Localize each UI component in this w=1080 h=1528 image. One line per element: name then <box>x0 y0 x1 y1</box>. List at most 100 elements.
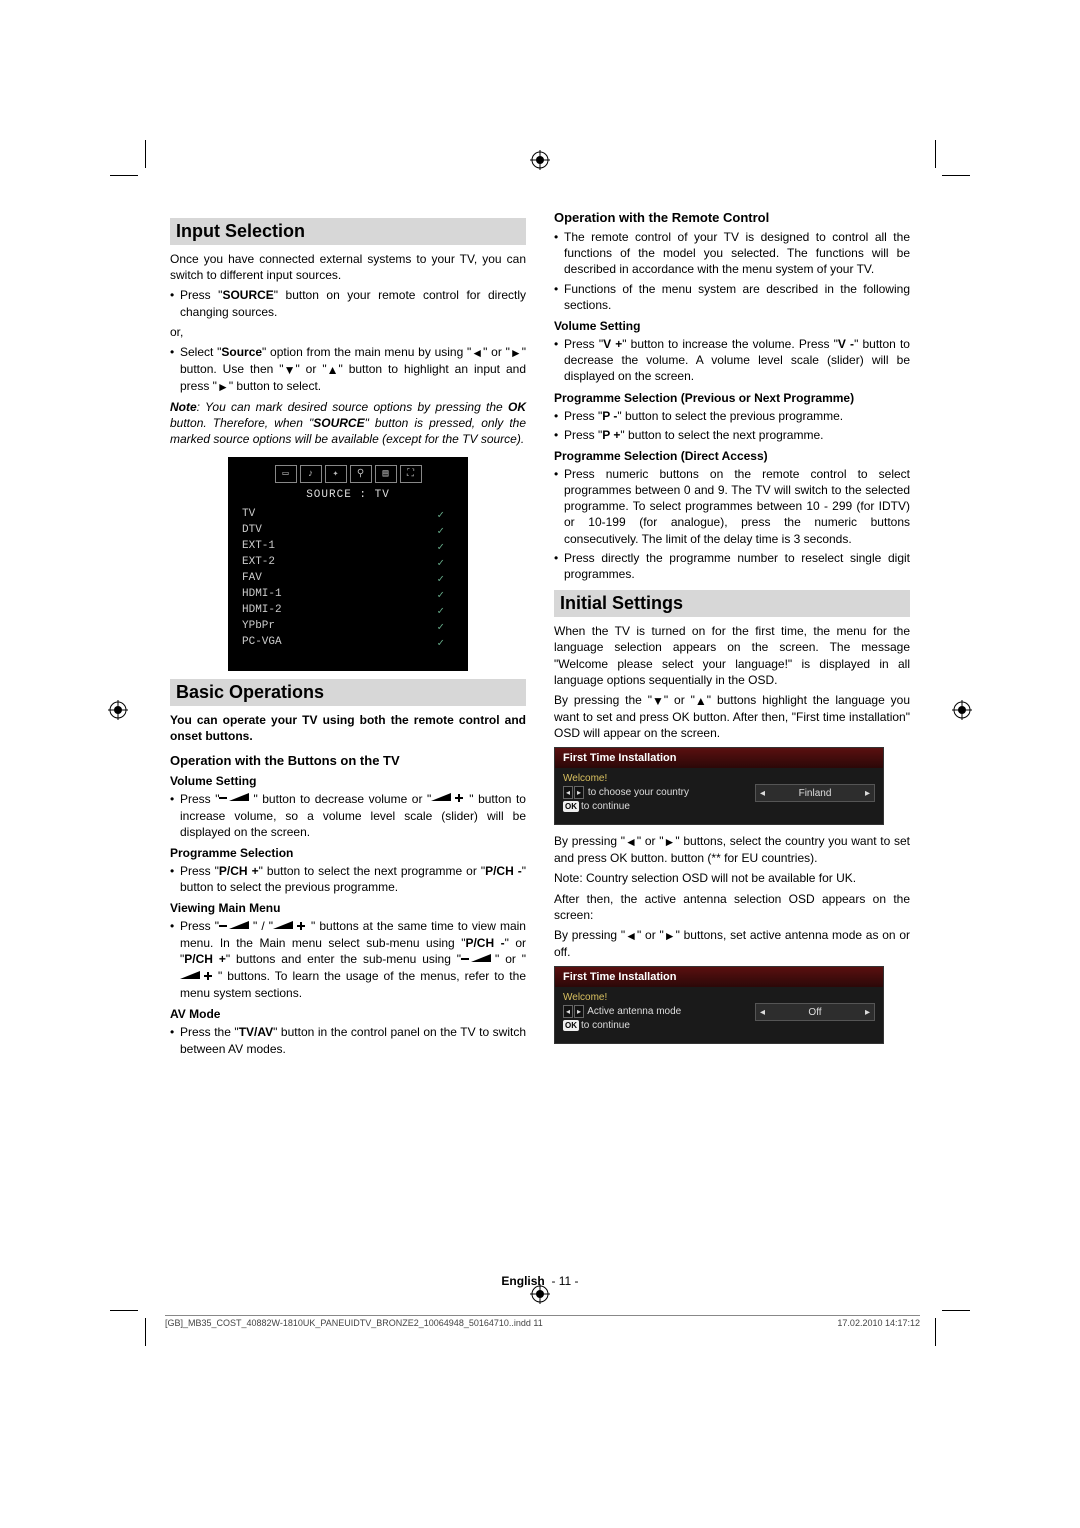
left-key-icon: ◂ <box>563 1005 573 1018</box>
right-arrow-icon: ► <box>664 834 676 850</box>
left-arrow-icon: ◄ <box>625 928 637 944</box>
source-osd: ▭ ♪ ✦ ⚲ ▤ ⛶ SOURCE : TV TV✓ DTV✓ EXT-1✓ … <box>228 457 468 671</box>
osd-tab-icon: ✦ <box>325 465 347 483</box>
selector-right-icon: ▸ <box>865 1007 870 1018</box>
footer-page: - 11 - <box>551 1274 578 1288</box>
footer-language: English <box>501 1274 544 1288</box>
right-key-icon: ▸ <box>574 1005 584 1018</box>
registration-mark-right <box>952 700 972 720</box>
osd-icon-row: ▭ ♪ ✦ ⚲ ▤ ⛶ <box>238 465 458 483</box>
left-arrow-icon: ◄ <box>471 345 483 361</box>
crop-mark <box>942 1310 970 1311</box>
vol-plus-icon <box>273 919 311 935</box>
bullet-rc2: Functions of the menu system are describ… <box>554 281 910 313</box>
crop-mark <box>935 140 936 168</box>
bullet-prog-sel: Press "P/CH +" button to select the next… <box>170 863 526 895</box>
subsub-prog-da: Programme Selection (Direct Access) <box>554 449 910 463</box>
fti-selector: ◂ Finland ▸ <box>755 784 875 802</box>
fti-value: Off <box>765 1007 865 1018</box>
subheading-op-remote: Operation with the Remote Control <box>554 210 910 225</box>
crop-mark <box>110 1310 138 1311</box>
right-arrow-icon: ► <box>510 345 522 361</box>
initial-p2: By pressing the "▼" or "▲" buttons highl… <box>554 692 910 741</box>
osd-row: DTV✓ <box>238 523 458 539</box>
note-text: Note: You can mark desired source option… <box>170 399 526 448</box>
crop-mark <box>942 175 970 176</box>
bullet-view-menu: Press "" / "" buttons at the same time t… <box>170 918 526 1001</box>
osd-title: SOURCE : TV <box>238 489 458 501</box>
subsub-prog-sel: Programme Selection <box>170 846 526 860</box>
bullet-volume: Press "" button to decrease volume or ""… <box>170 791 526 840</box>
osd-tab-icon: ⚲ <box>350 465 372 483</box>
bullet-da1: Press numeric buttons on the remote cont… <box>554 466 910 547</box>
subsub-prog-pn: Programme Selection (Previous or Next Pr… <box>554 391 910 405</box>
subheading-op-buttons: Operation with the Buttons on the TV <box>170 753 526 768</box>
subsub-av-mode: AV Mode <box>170 1007 526 1021</box>
osd-source-list: TV✓ DTV✓ EXT-1✓ EXT-2✓ FAV✓ HDMI-1✓ HDMI… <box>238 507 458 651</box>
up-arrow-icon: ▲ <box>327 362 339 378</box>
osd-row: FAV✓ <box>238 571 458 587</box>
osd-tab-icon: ▤ <box>375 465 397 483</box>
left-key-icon: ◂ <box>563 786 573 799</box>
subsub-volume-r: Volume Setting <box>554 319 910 333</box>
osd-tab-icon: ⛶ <box>400 465 422 483</box>
initial-p6: By pressing "◄" or "►" buttons, set acti… <box>554 927 910 960</box>
crop-mark <box>110 175 138 176</box>
registration-mark-left <box>108 700 128 720</box>
osd-row: HDMI-2✓ <box>238 603 458 619</box>
initial-p5: After then, the active antenna selection… <box>554 891 910 923</box>
ok-key-icon: OK <box>563 801 579 812</box>
osd-row: YPbPr✓ <box>238 619 458 635</box>
initial-p4: Note: Country selection OSD will not be … <box>554 870 910 886</box>
up-arrow-icon: ▲ <box>695 693 707 709</box>
fti-osd-country: First Time Installation Welcome! ◂▸ to c… <box>554 747 884 825</box>
fti-welcome: Welcome! <box>563 772 755 786</box>
vol-plus-icon <box>431 791 469 807</box>
subsub-volume: Volume Setting <box>170 774 526 788</box>
initial-p1: When the TV is turned on for the first t… <box>554 623 910 688</box>
registration-mark-top <box>530 150 550 170</box>
osd-row: HDMI-1✓ <box>238 587 458 603</box>
fti-header: First Time Installation <box>555 748 883 768</box>
bullet-source-menu: Select "Source" option from the main men… <box>170 344 526 395</box>
fti-welcome: Welcome! <box>563 991 755 1005</box>
fti-osd-antenna: First Time Installation Welcome! ◂▸ Acti… <box>554 966 884 1044</box>
bullet-source-button: Press "SOURCE" button on your remote con… <box>170 287 526 319</box>
crop-mark <box>935 1318 936 1346</box>
doc-filename: [GB]_MB35_COST_40882W-1810UK_PANEUIDTV_B… <box>165 1318 543 1328</box>
osd-row: EXT-1✓ <box>238 539 458 555</box>
crop-mark <box>145 1318 146 1346</box>
basic-intro: You can operate your TV using both the r… <box>170 712 526 744</box>
osd-row: EXT-2✓ <box>238 555 458 571</box>
right-arrow-icon: ► <box>217 379 229 395</box>
ok-key-icon: OK <box>563 1020 579 1031</box>
subsub-view-menu: Viewing Main Menu <box>170 901 526 915</box>
bullet-da2: Press directly the programme number to r… <box>554 550 910 582</box>
initial-p3: By pressing "◄" or "►" buttons, select t… <box>554 833 910 866</box>
osd-tab-icon: ♪ <box>300 465 322 483</box>
heading-initial-settings: Initial Settings <box>554 590 910 617</box>
fti-value: Finland <box>765 788 865 799</box>
fti-selector: ◂ Off ▸ <box>755 1003 875 1021</box>
fti-header: First Time Installation <box>555 967 883 987</box>
osd-row: TV✓ <box>238 507 458 523</box>
vol-minus-icon <box>219 791 253 807</box>
heading-basic-operations: Basic Operations <box>170 679 526 706</box>
or-text: or, <box>170 324 526 340</box>
right-key-icon: ▸ <box>574 786 584 799</box>
bullet-pn1: Press "P -" button to select the previou… <box>554 408 910 424</box>
right-arrow-icon: ► <box>664 928 676 944</box>
vol-minus-icon <box>461 952 495 968</box>
osd-tab-icon: ▭ <box>275 465 297 483</box>
page-content: Input Selection Once you have connected … <box>170 210 910 1060</box>
bullet-volume-r: Press "V +" button to increase the volum… <box>554 336 910 385</box>
intro-text: Once you have connected external systems… <box>170 251 526 283</box>
bullet-rc1: The remote control of your TV is designe… <box>554 229 910 278</box>
vol-plus-icon <box>180 969 218 985</box>
right-column: Operation with the Remote Control The re… <box>554 210 910 1060</box>
vol-minus-icon <box>219 919 253 935</box>
selector-right-icon: ▸ <box>865 788 870 799</box>
heading-input-selection: Input Selection <box>170 218 526 245</box>
crop-mark <box>145 140 146 168</box>
down-arrow-icon: ▼ <box>652 693 664 709</box>
